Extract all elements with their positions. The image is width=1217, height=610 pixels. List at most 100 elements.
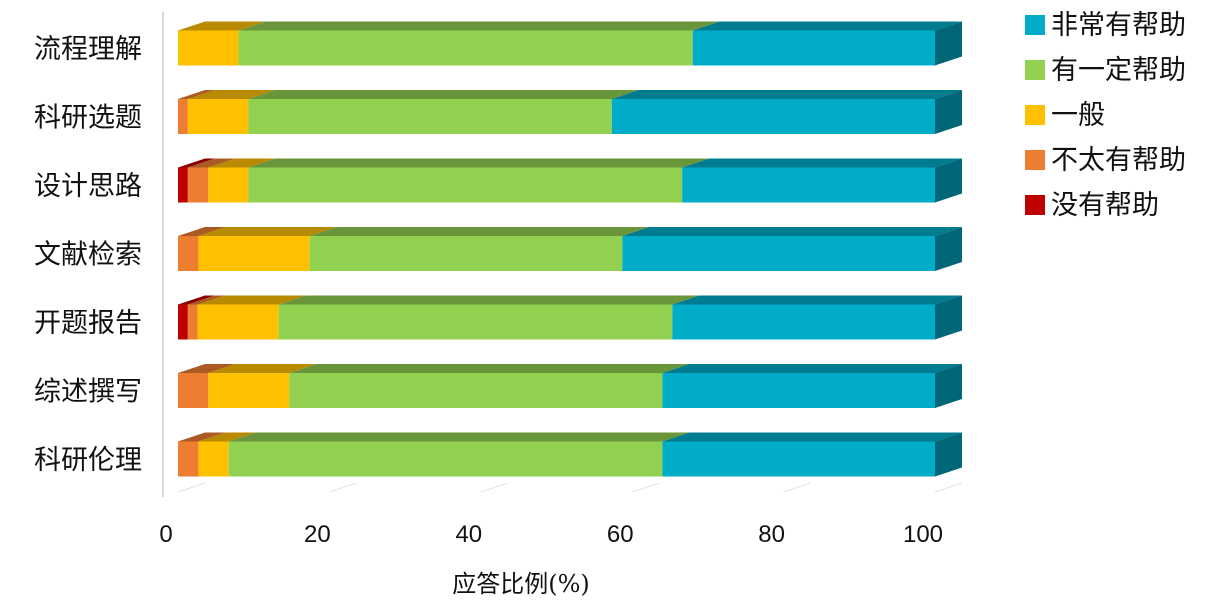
grid-line: [783, 482, 811, 493]
legend-item: 有一定帮助: [1025, 55, 1186, 86]
bar-segment: [187, 158, 236, 203]
x-tick-label: 40: [455, 521, 482, 548]
bar-row: [178, 295, 962, 340]
bar-segment: [187, 295, 225, 340]
bar-segment-top: [178, 21, 266, 31]
legend-label: 不太有帮助: [1051, 145, 1186, 176]
bar-segment-top: [662, 364, 962, 373]
legend-swatch: [1025, 195, 1045, 215]
bar-segment: [178, 227, 226, 271]
bar-segment-front: [178, 99, 188, 134]
bar-segment-front: [187, 304, 198, 340]
bar-segment-top: [187, 158, 236, 168]
bar-segment-top: [672, 295, 962, 305]
bar-segment: [672, 295, 962, 340]
bar-segment-top: [208, 158, 276, 168]
bar-segment-front: [248, 99, 612, 134]
bar-segment-side: [935, 295, 962, 340]
legend-item: 不太有帮助: [1025, 145, 1186, 176]
grid-line: [480, 482, 508, 493]
legend-item: 没有帮助: [1025, 190, 1159, 221]
bar-segment-top: [682, 158, 962, 168]
bar-segment-top: [197, 295, 306, 305]
bar-segment-side: [935, 432, 962, 477]
bar-segment-front: [187, 99, 249, 134]
bar-segment-front: [178, 167, 188, 203]
bar-segment: [178, 432, 226, 477]
bar-segment-front: [692, 30, 935, 66]
bar-segment-top: [248, 90, 639, 99]
bar-segment: [178, 158, 215, 203]
bar-segment-top: [187, 295, 225, 305]
bar-segment-top: [198, 432, 256, 442]
bar-segment-front: [682, 167, 935, 203]
bar-segment-top: [198, 227, 337, 236]
bar-row: [178, 227, 962, 271]
bar-segment-side: [935, 364, 962, 408]
bar-segment-top: [289, 364, 690, 373]
bar-segment: [622, 227, 962, 271]
bar-segment-top: [692, 21, 962, 31]
bar-segment: [178, 295, 215, 340]
legend-item: 一般: [1025, 100, 1105, 131]
bar-segment-top: [238, 21, 720, 31]
bar-segment: [208, 158, 276, 203]
bar-segment-front: [208, 167, 249, 203]
bar-segment: [178, 364, 236, 408]
legend-label: 没有帮助: [1051, 190, 1159, 221]
legend-label: 一般: [1051, 100, 1105, 131]
bar-segment: [682, 158, 962, 203]
bar-segment-front: [622, 236, 935, 271]
bar-segment-top: [178, 364, 236, 373]
legend-label: 非常有帮助: [1051, 10, 1186, 41]
bar-segment-top: [309, 227, 650, 236]
category-label: 流程理解: [34, 34, 142, 65]
category-label: 开题报告: [34, 308, 142, 339]
bar-segment-side: [935, 227, 962, 271]
category-label: 设计思路: [34, 171, 142, 202]
x-tick-label: 100: [903, 521, 943, 548]
grid-layer: [177, 482, 963, 493]
bar-segment-top: [611, 90, 962, 99]
bar-segment: [278, 295, 700, 340]
bar-segment-front: [198, 236, 310, 271]
bar-segment-top: [178, 90, 215, 99]
bar-segment-top: [178, 295, 215, 305]
bar-segment-front: [248, 167, 683, 203]
bar-segment-front: [289, 373, 663, 408]
bar-segment: [248, 90, 639, 134]
bar-row: [178, 158, 962, 203]
bar-row: [178, 90, 962, 134]
bar-segment: [309, 227, 650, 271]
bar-segment-front: [309, 236, 623, 271]
bar-segment: [187, 90, 276, 134]
bar-segment: [178, 90, 215, 134]
bar-segment-side: [935, 158, 962, 203]
bar-segment-side: [935, 90, 962, 134]
legend-label: 有一定帮助: [1051, 55, 1186, 86]
bar-segment-top: [178, 158, 215, 168]
grid-line: [177, 482, 206, 493]
bar-segment-front: [198, 441, 229, 477]
bar-segment-top: [622, 227, 962, 236]
bar-segment: [662, 364, 962, 408]
bar-segment-front: [178, 30, 239, 66]
bar-segment-top: [278, 295, 700, 305]
x-tick-label: 0: [159, 521, 172, 548]
x-axis-title: 应答比例(%): [452, 570, 590, 598]
x-tick-labels: 0 20 40 60 80 100: [159, 521, 943, 548]
bar-segment-top: [228, 432, 690, 442]
bar-segment-front: [278, 304, 673, 340]
bar-segment: [692, 21, 962, 66]
bar-segment: [289, 364, 690, 408]
bars-layer: [178, 21, 962, 477]
bar-segment-front: [611, 99, 935, 134]
bar-segment-top: [187, 90, 276, 99]
bar-segment-top: [248, 158, 710, 168]
bar-segment-front: [187, 167, 209, 203]
legend-swatch: [1025, 105, 1045, 125]
bar-segment-top: [178, 432, 226, 442]
x-tick-label: 80: [758, 521, 785, 548]
bar-segment-front: [178, 441, 199, 477]
bar-segment-front: [208, 373, 290, 408]
